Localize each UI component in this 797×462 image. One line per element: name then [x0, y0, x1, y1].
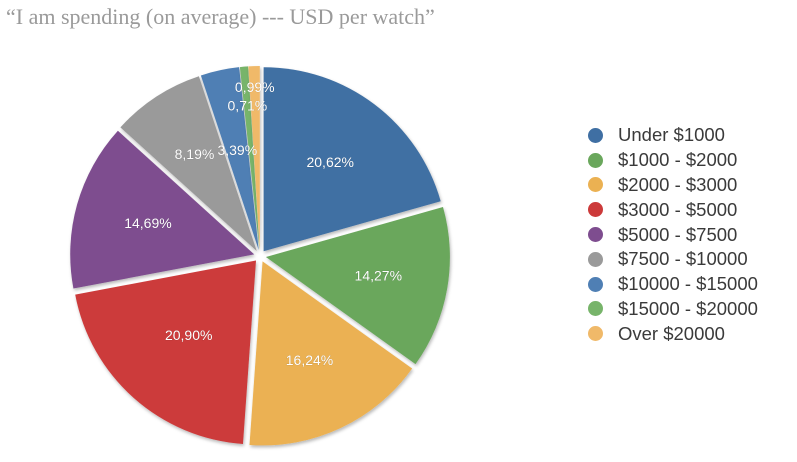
pie-slice-9 — [248, 66, 260, 251]
legend-item-2: $1000 - $2000 — [588, 148, 758, 173]
legend-label: Over $20000 — [618, 322, 725, 344]
pie-slice-5 — [70, 130, 255, 289]
legend-swatch-icon — [588, 127, 603, 143]
legend-swatch-icon — [588, 152, 603, 168]
legend-swatch-icon — [588, 251, 603, 267]
slice-data-label-8: 0,71% — [228, 98, 268, 114]
slice-data-label-3: 16,24% — [286, 352, 333, 368]
slice-data-label-6: 8,19% — [175, 146, 215, 162]
pie-slice-6 — [120, 76, 257, 251]
legend-item-6: $7500 - $10000 — [588, 247, 758, 272]
legend-item-3: $2000 - $3000 — [588, 173, 758, 198]
pie-slice-8 — [239, 66, 260, 251]
slice-data-label-7: 3,39% — [217, 142, 257, 158]
legend-item-7: $10000 - $15000 — [588, 272, 758, 297]
pie-slice-4 — [75, 260, 257, 445]
pie-slice-2 — [265, 207, 450, 365]
pie-slice-3 — [249, 261, 413, 446]
legend-label: $10000 - $15000 — [618, 273, 758, 295]
chart-title: “I am spending (on average) --- USD per … — [6, 4, 435, 29]
legend-item-5: $5000 - $7500 — [588, 222, 758, 247]
legend-item-1: Under $1000 — [588, 123, 758, 148]
legend-swatch-icon — [588, 301, 603, 317]
legend-swatch-icon — [588, 202, 603, 218]
legend-label: $15000 - $20000 — [618, 297, 758, 319]
legend-label: $7500 - $10000 — [618, 248, 748, 270]
legend-label: $2000 - $3000 — [618, 173, 738, 195]
pie-slice-1 — [263, 67, 441, 252]
legend-swatch-icon — [588, 326, 603, 342]
slice-data-label-9: 0,99% — [235, 79, 275, 95]
legend-swatch-icon — [588, 276, 603, 292]
legend-label: Under $1000 — [618, 124, 725, 146]
slice-data-label-1: 20,62% — [306, 154, 353, 170]
legend-item-8: $15000 - $20000 — [588, 297, 758, 322]
legend-item-9: Over $20000 — [588, 321, 758, 346]
legend-label: $3000 - $5000 — [618, 198, 738, 220]
legend-label: $1000 - $2000 — [618, 149, 738, 171]
slice-data-label-4: 20,90% — [165, 327, 212, 343]
legend-item-4: $3000 - $5000 — [588, 197, 758, 222]
legend-swatch-icon — [588, 177, 603, 193]
chart-legend: Under $1000 $1000 - $2000 $2000 - $3000 $30… — [588, 123, 758, 346]
legend-swatch-icon — [588, 227, 603, 243]
legend-label: $5000 - $7500 — [618, 223, 738, 245]
slice-data-label-5: 14,69% — [124, 215, 171, 231]
pie-slice-7 — [200, 67, 259, 251]
slice-data-label-2: 14,27% — [355, 267, 402, 283]
